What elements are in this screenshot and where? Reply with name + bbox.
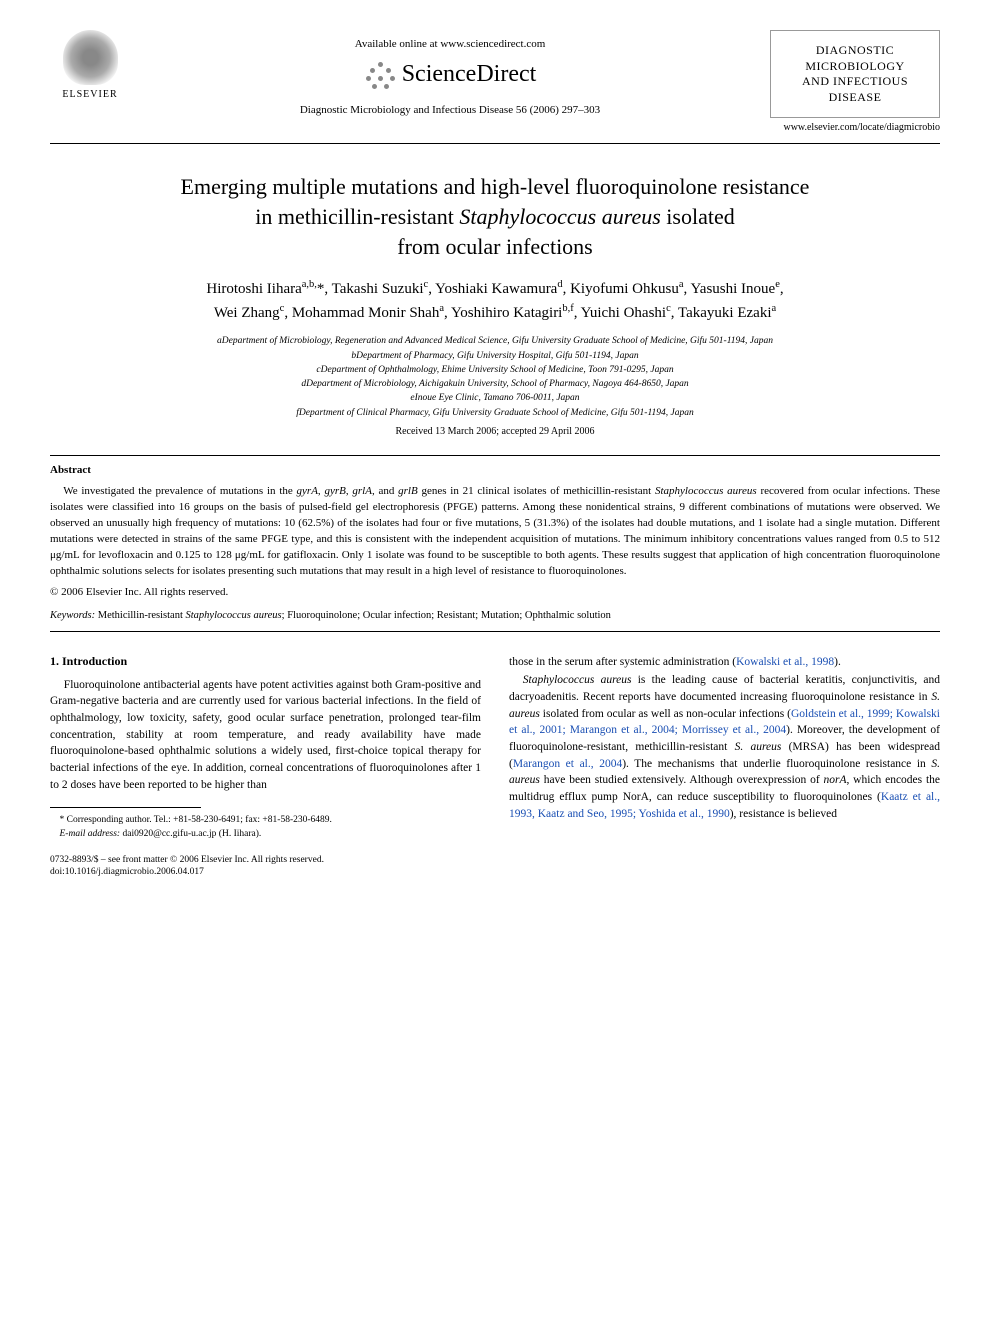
footnote-corresponding: * Corresponding author. Tel.: +81-58-230…	[50, 814, 481, 827]
affiliations: aDepartment of Microbiology, Regeneratio…	[50, 334, 940, 420]
affiliation-f: fDepartment of Clinical Pharmacy, Gifu U…	[50, 406, 940, 420]
email-label: E-mail address:	[60, 829, 121, 839]
footnote-email: E-mail address: dai0920@cc.gifu-u.ac.jp …	[50, 828, 481, 841]
sciencedirect-logo: ScienceDirect	[130, 58, 770, 90]
received-dates: Received 13 March 2006; accepted 29 Apri…	[50, 426, 940, 437]
issn-line: 0732-8893/$ – see front matter © 2006 El…	[50, 855, 481, 865]
journal-box-line: DISEASE	[779, 90, 931, 106]
journal-box-line: DIAGNOSTIC	[779, 43, 931, 59]
email-address: dai0920@cc.gifu-u.ac.jp (H. Iihara).	[120, 829, 261, 839]
journal-box-line: MICROBIOLOGY	[779, 59, 931, 75]
body-paragraph: those in the serum after systemic admini…	[509, 654, 940, 671]
affiliation-b: bDepartment of Pharmacy, Gifu University…	[50, 349, 940, 363]
citation-link[interactable]: Marangon et al., 2004	[513, 758, 622, 770]
body-paragraph: Fluoroquinolone antibacterial agents hav…	[50, 677, 481, 794]
divider	[50, 631, 940, 632]
title-line-2b: isolated	[661, 204, 735, 229]
affiliation-c: cDepartment of Ophthalmology, Ehime Univ…	[50, 363, 940, 377]
divider	[50, 455, 940, 456]
abstract-label: Abstract	[50, 464, 940, 476]
sciencedirect-name: ScienceDirect	[402, 61, 537, 88]
sciencedirect-dots-icon	[364, 58, 396, 90]
keywords-line: Keywords: Methicillin-resistant Staphylo…	[50, 610, 940, 621]
divider	[50, 143, 940, 144]
journal-box-wrapper: DIAGNOSTIC MICROBIOLOGY AND INFECTIOUS D…	[770, 30, 940, 133]
journal-box: DIAGNOSTIC MICROBIOLOGY AND INFECTIOUS D…	[770, 30, 940, 118]
article-title: Emerging multiple mutations and high-lev…	[70, 172, 920, 261]
center-header: Available online at www.sciencedirect.co…	[130, 30, 770, 116]
abstract-text: We investigated the prevalence of mutati…	[50, 484, 940, 580]
affiliation-e: eInoue Eye Clinic, Tamano 706-0011, Japa…	[50, 391, 940, 405]
copyright-line: © 2006 Elsevier Inc. All rights reserved…	[50, 586, 940, 598]
keywords-label: Keywords:	[50, 610, 95, 621]
affiliation-a: aDepartment of Microbiology, Regeneratio…	[50, 334, 940, 348]
journal-url: www.elsevier.com/locate/diagmicrobio	[770, 122, 940, 133]
affiliation-d: dDepartment of Microbiology, Aichigakuin…	[50, 377, 940, 391]
citation-link[interactable]: Kowalski et al., 1998	[736, 656, 834, 668]
right-column: those in the serum after systemic admini…	[509, 654, 940, 877]
journal-reference: Diagnostic Microbiology and Infectious D…	[130, 104, 770, 116]
doi-line: doi:10.1016/j.diagmicrobio.2006.04.017	[50, 867, 481, 877]
left-column: 1. Introduction Fluoroquinolone antibact…	[50, 654, 481, 877]
title-line-3: from ocular infections	[397, 234, 593, 259]
body-columns: 1. Introduction Fluoroquinolone antibact…	[50, 654, 940, 877]
keywords-text: Methicillin-resistant Staphylococcus aur…	[95, 610, 611, 621]
section-heading: 1. Introduction	[50, 654, 481, 669]
author-list: Hirotoshi Iiharaa,b,*, Takashi Suzukic, …	[60, 277, 930, 324]
available-online-text: Available online at www.sciencedirect.co…	[130, 38, 770, 50]
title-line-2-italic: Staphylococcus aureus	[459, 204, 660, 229]
title-line-2a: in methicillin-resistant	[255, 204, 459, 229]
title-line-1: Emerging multiple mutations and high-lev…	[181, 174, 810, 199]
footnote-separator	[50, 807, 201, 808]
elsevier-tree-icon	[63, 30, 118, 85]
elsevier-logo: ELSEVIER	[50, 30, 130, 100]
elsevier-label: ELSEVIER	[62, 89, 117, 100]
journal-box-line: AND INFECTIOUS	[779, 74, 931, 90]
body-paragraph: Staphylococcus aureus is the leading cau…	[509, 672, 940, 822]
page-header: ELSEVIER Available online at www.science…	[50, 30, 940, 133]
